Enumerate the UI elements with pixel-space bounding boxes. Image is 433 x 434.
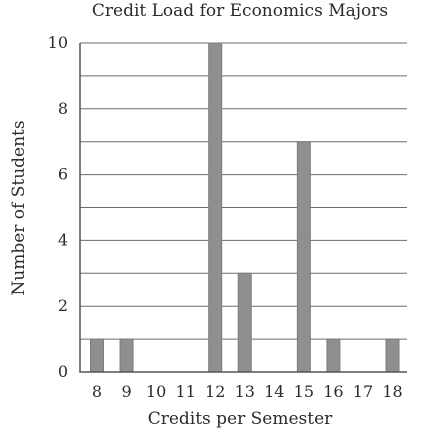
plot-frame (79, 43, 407, 373)
bar-8 (90, 338, 104, 373)
gridlines (80, 42, 407, 373)
y-tick-label: 4 (58, 230, 68, 249)
y-tick-labels: 0 2 4 6 8 10 (48, 33, 68, 381)
x-tick-label: 8 (92, 382, 102, 401)
y-tick-label: 6 (58, 165, 68, 184)
x-tick-label: 12 (205, 382, 225, 401)
y-tick-label: 8 (58, 99, 68, 118)
x-tick-label: 13 (235, 382, 255, 401)
bar-16 (326, 338, 341, 373)
x-tick-label: 16 (323, 382, 343, 401)
x-tick-label: 17 (353, 382, 373, 401)
y-tick-label: 10 (48, 33, 68, 52)
bar-18 (385, 338, 400, 373)
x-axis-label: Credits per Semester (148, 409, 333, 429)
x-tick-label: 9 (121, 382, 131, 401)
chart-title: Credit Load for Economics Majors (92, 1, 388, 21)
x-tick-labels: 8 9 10 11 12 13 14 15 16 17 18 (92, 382, 403, 401)
x-tick-label: 18 (382, 382, 402, 401)
bar-15 (296, 141, 311, 373)
y-tick-label: 2 (58, 296, 68, 315)
axes (79, 43, 407, 373)
bar-12 (208, 42, 223, 373)
y-tick-label: 0 (58, 362, 68, 381)
x-tick-label: 10 (146, 382, 166, 401)
x-tick-label: 11 (175, 382, 195, 401)
bar-13 (237, 272, 252, 373)
bar-9 (119, 338, 134, 373)
y-axis-label: Number of Students (9, 120, 29, 295)
x-tick-label: 15 (294, 382, 314, 401)
x-tick-label: 14 (264, 382, 284, 401)
